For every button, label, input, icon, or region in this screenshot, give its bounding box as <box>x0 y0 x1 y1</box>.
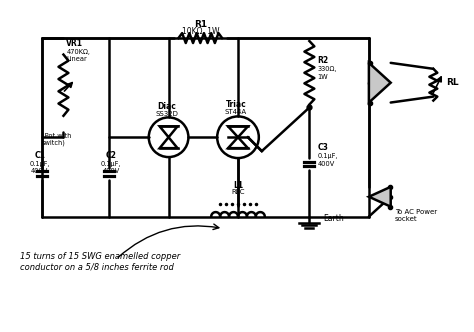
Text: C2: C2 <box>106 151 117 160</box>
Text: (Pot with: (Pot with <box>42 132 71 139</box>
Text: 15 turns of 15 SWG enamelled copper
conductor on a 5/8 inches ferrite rod: 15 turns of 15 SWG enamelled copper cond… <box>20 252 180 271</box>
Polygon shape <box>369 63 391 103</box>
Text: 0.1μF,: 0.1μF, <box>101 161 121 167</box>
Polygon shape <box>369 187 391 207</box>
Text: 1W: 1W <box>317 74 328 80</box>
Text: R1: R1 <box>194 20 207 29</box>
Text: Diac: Diac <box>157 103 176 112</box>
Text: 330Ω,: 330Ω, <box>317 66 337 72</box>
Text: RL: RL <box>446 78 459 87</box>
Text: Earth: Earth <box>323 213 344 222</box>
Polygon shape <box>228 137 248 148</box>
Text: 0.1μF,: 0.1μF, <box>29 161 50 167</box>
Text: 0.1μF,: 0.1μF, <box>317 153 337 159</box>
Text: 470KΩ,: 470KΩ, <box>66 49 91 55</box>
Text: 10KΩ, 1W: 10KΩ, 1W <box>182 27 219 36</box>
Text: RFC: RFC <box>231 189 245 195</box>
Text: C1: C1 <box>34 151 45 160</box>
Text: Linear: Linear <box>66 56 87 62</box>
Text: 400V: 400V <box>317 161 335 167</box>
Text: L1: L1 <box>233 181 243 190</box>
Text: Triac: Triac <box>226 101 246 110</box>
Text: To AC Power
socket: To AC Power socket <box>395 208 437 221</box>
Text: 400V: 400V <box>31 168 48 174</box>
Polygon shape <box>228 126 248 137</box>
Text: SS32D: SS32D <box>155 112 178 118</box>
Text: R2: R2 <box>317 56 328 65</box>
Text: 400V: 400V <box>102 168 120 174</box>
Text: ST44A: ST44A <box>225 110 247 116</box>
Text: VR1: VR1 <box>66 39 83 48</box>
Text: C3: C3 <box>317 143 328 152</box>
Text: switch): switch) <box>42 139 65 146</box>
